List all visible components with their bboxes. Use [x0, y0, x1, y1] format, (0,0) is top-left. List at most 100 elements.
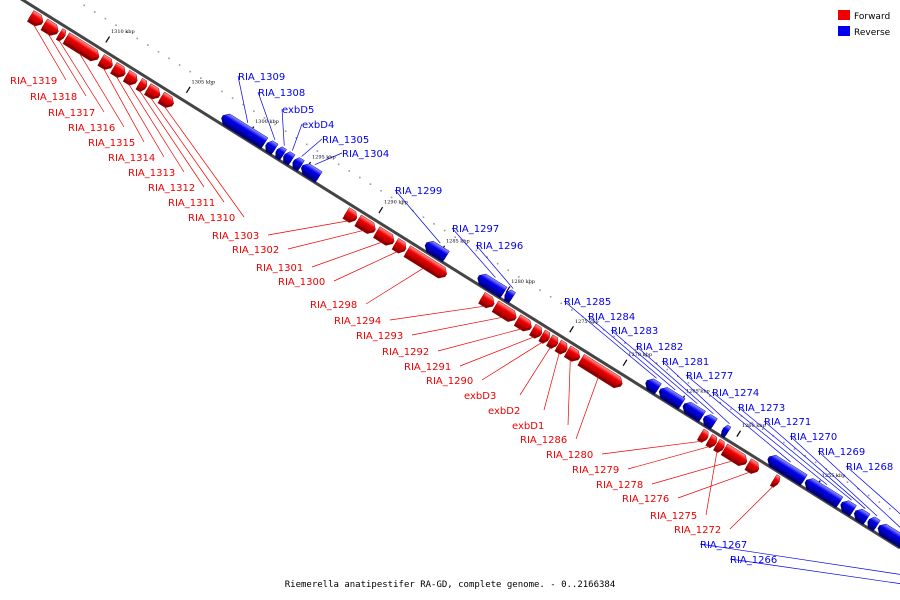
gene-label-ria-1297[interactable]: RIA_1297 [452, 224, 499, 235]
gene-ria-1290[interactable] [538, 329, 552, 345]
gene-label-ria-1302[interactable]: RIA_1302 [232, 245, 279, 256]
gene-ria-1304[interactable] [298, 161, 323, 183]
gene-ria-1296[interactable] [502, 288, 516, 304]
gene-ria-1273[interactable] [838, 498, 857, 517]
gene-label-ria-1309[interactable]: RIA_1309 [238, 72, 285, 83]
gene-ria-1279[interactable] [705, 434, 719, 449]
gene-label-ria-1317[interactable]: RIA_1317 [48, 108, 95, 119]
gene-label-ria-1304[interactable]: RIA_1304 [342, 149, 389, 160]
gene-label-ria-1308[interactable]: RIA_1308 [258, 88, 305, 99]
gene-label-ria-1269[interactable]: RIA_1269 [818, 447, 865, 458]
gene-label-ria-1292[interactable]: RIA_1292 [382, 347, 429, 358]
gene-label-ria-1290[interactable]: RIA_1290 [426, 376, 473, 387]
gene-label-exbd2[interactable]: exbD2 [488, 406, 520, 417]
gene-label-ria-1279[interactable]: RIA_1279 [572, 465, 619, 476]
gene-label-ria-1282[interactable]: RIA_1282 [636, 342, 683, 353]
gene-ria-1294[interactable] [478, 292, 497, 310]
gene-ria-1317[interactable] [55, 28, 68, 42]
gene-ria-1286[interactable] [577, 354, 625, 390]
gene-label-ria-1291[interactable]: RIA_1291 [404, 362, 451, 373]
gene-label-ria-1267[interactable]: RIA_1267 [700, 540, 747, 551]
gene-ria-1309[interactable] [219, 111, 269, 149]
gene-label-ria-1318[interactable]: RIA_1318 [30, 92, 77, 103]
gene-label-exbd1[interactable]: exbD1 [512, 421, 544, 432]
gene-ria-1315[interactable] [97, 54, 115, 72]
gene-label-ria-1274[interactable]: RIA_1274 [712, 388, 759, 399]
gene-ria-1271[interactable] [851, 507, 871, 526]
gene-label-ria-1298[interactable]: RIA_1298 [310, 300, 357, 311]
gene-label-ria-1301[interactable]: RIA_1301 [256, 263, 303, 274]
gene-ria-1270[interactable] [865, 515, 881, 532]
gene-exbd5[interactable] [273, 145, 287, 161]
gene-label-ria-1296[interactable]: RIA_1296 [476, 241, 523, 252]
gene-label-ria-1272[interactable]: RIA_1272 [674, 525, 721, 536]
gene-ria-1303[interactable] [342, 207, 359, 225]
gene-label-exbd3[interactable]: exbD3 [464, 391, 496, 402]
gene-ria-1283[interactable] [680, 400, 706, 423]
gene-ria-1314[interactable] [110, 62, 128, 80]
gene-label-ria-1281[interactable]: RIA_1281 [662, 357, 709, 368]
gene-ria-1293[interactable] [491, 300, 519, 325]
gene-ria-1278[interactable] [720, 443, 750, 469]
gene-exbd3[interactable] [546, 334, 561, 351]
gene-label-ria-1315[interactable]: RIA_1315 [88, 138, 135, 149]
gene-label-ria-1316[interactable]: RIA_1316 [68, 123, 115, 134]
gene-label-ria-1313[interactable]: RIA_1313 [128, 168, 175, 179]
gene-ria-1275[interactable] [713, 438, 727, 454]
gene-label-ria-1310[interactable]: RIA_1310 [188, 213, 235, 224]
gene-ria-1285[interactable] [643, 376, 662, 395]
gene-exbd1[interactable] [563, 345, 583, 364]
gene-ria-1269[interactable] [875, 521, 900, 567]
gene-label-ria-1277[interactable]: RIA_1277 [686, 371, 733, 382]
gene-label-ria-1268[interactable]: RIA_1268 [846, 462, 893, 473]
gene-label-exbd4[interactable]: exbD4 [302, 120, 334, 131]
gene-ria-1274[interactable] [802, 476, 844, 509]
gene-ria-1316[interactable] [62, 32, 102, 64]
gene-label-ria-1276[interactable]: RIA_1276 [622, 494, 669, 505]
gene-label-ria-1270[interactable]: RIA_1270 [790, 432, 837, 443]
gene-label-ria-1271[interactable]: RIA_1271 [764, 417, 811, 428]
gene-ria-1281[interactable] [719, 424, 732, 439]
gene-label-ria-1305[interactable]: RIA_1305 [322, 135, 369, 146]
gene-ria-1277[interactable] [765, 453, 808, 486]
gene-ria-1299[interactable] [422, 238, 450, 263]
gene-label-ria-1294[interactable]: RIA_1294 [334, 316, 381, 327]
gene-label-ria-1299[interactable]: RIA_1299 [395, 186, 442, 197]
gene-label-ria-1273[interactable]: RIA_1273 [738, 403, 785, 414]
gene-ria-1310[interactable] [157, 91, 177, 110]
gene-exbd2[interactable] [554, 339, 569, 356]
gene-ria-1297[interactable] [475, 271, 508, 299]
gene-label-ria-1266[interactable]: RIA_1266 [730, 555, 777, 566]
gene-ria-1284[interactable] [656, 385, 686, 410]
gene-ria-1313[interactable] [122, 70, 140, 87]
gene-label-ria-1280[interactable]: RIA_1280 [546, 450, 593, 461]
gene-ria-1280[interactable] [696, 428, 711, 444]
gene-ria-1308[interactable] [263, 139, 279, 156]
gene-ria-1312[interactable] [135, 77, 150, 93]
gene-exbd4[interactable] [281, 150, 296, 166]
gene-ria-1276[interactable] [744, 458, 761, 476]
gene-label-ria-1293[interactable]: RIA_1293 [356, 331, 403, 342]
gene-label-exbd5[interactable]: exbD5 [282, 105, 314, 116]
gene-label-ria-1285[interactable]: RIA_1285 [564, 297, 611, 308]
gene-ria-1318[interactable] [40, 18, 61, 39]
gene-ria-1282[interactable] [700, 412, 718, 430]
gene-ria-1272[interactable] [769, 474, 782, 489]
gene-label-ria-1303[interactable]: RIA_1303 [212, 231, 259, 242]
gene-label-ria-1319[interactable]: RIA_1319 [10, 76, 57, 87]
gene-ria-1305[interactable] [290, 156, 305, 172]
gene-label-ria-1286[interactable]: RIA_1286 [520, 435, 567, 446]
gene-ria-1291[interactable] [529, 323, 544, 340]
gene-ria-1298[interactable] [403, 245, 450, 281]
gene-label-ria-1284[interactable]: RIA_1284 [588, 312, 635, 323]
gene-ria-1302[interactable] [354, 214, 378, 237]
gene-label-ria-1312[interactable]: RIA_1312 [148, 183, 195, 194]
gene-label-ria-1311[interactable]: RIA_1311 [168, 198, 215, 209]
gene-ria-1301[interactable] [372, 226, 397, 249]
gene-ria-1292[interactable] [513, 314, 534, 335]
gene-label-ria-1275[interactable]: RIA_1275 [650, 511, 697, 522]
gene-label-ria-1283[interactable]: RIA_1283 [611, 326, 658, 337]
gene-label-ria-1300[interactable]: RIA_1300 [278, 277, 325, 288]
gene-ria-1300[interactable] [391, 237, 409, 255]
gene-label-ria-1278[interactable]: RIA_1278 [596, 480, 643, 491]
